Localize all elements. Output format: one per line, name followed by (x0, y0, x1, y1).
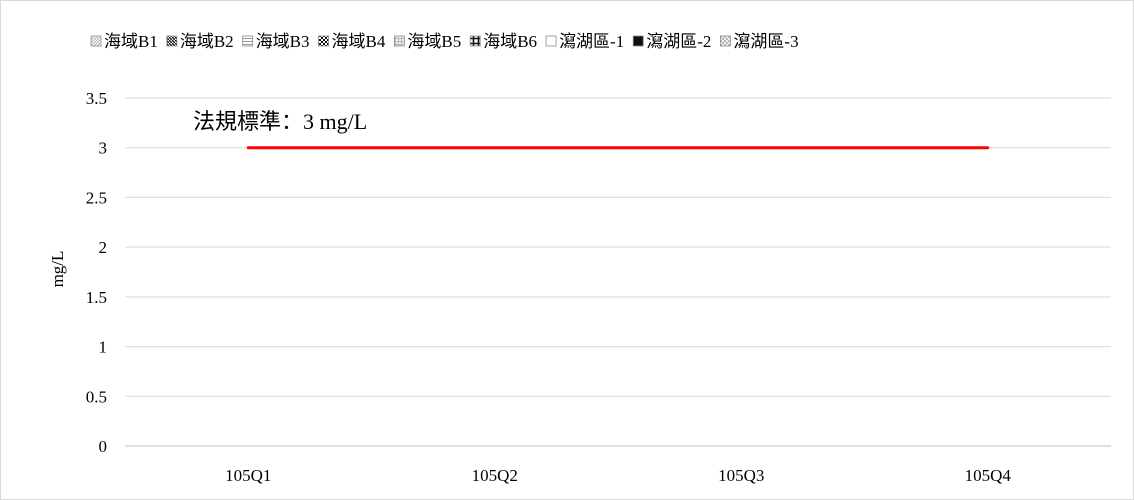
x-tick-label: 105Q3 (718, 466, 764, 485)
y-axis-title: mg/L (48, 251, 67, 288)
chart-legend: 海域B1 海域B2 海域B3 海域B4 海域B5 海域B6 瀉湖區-1 瀉湖區-2 瀉湖區-3 (90, 32, 799, 51)
legend-item: 海域B2 (166, 32, 234, 51)
legend-label: 海域B4 (332, 32, 386, 51)
legend-swatch (469, 35, 481, 47)
legend-swatch (242, 35, 254, 47)
legend-swatch (545, 35, 557, 47)
legend-label: 瀉湖區-2 (646, 32, 711, 51)
legend-label: 海域B1 (104, 32, 158, 51)
y-tick-label: 2 (99, 238, 108, 257)
legend-swatch (166, 35, 178, 47)
y-tick-label: 0.5 (86, 387, 107, 406)
legend-swatch (393, 35, 405, 47)
legend-label: 海域B6 (483, 32, 537, 51)
x-axis-ticks: 105Q1 105Q2 105Q3 105Q4 (225, 466, 1011, 485)
y-tick-label: 1.5 (86, 288, 107, 307)
gridlines (125, 97, 1111, 447)
legend-swatch (632, 35, 644, 47)
legend-item: 海域B5 (393, 32, 461, 51)
x-tick-label: 105Q4 (965, 466, 1012, 485)
legend-label: 海域B3 (256, 32, 310, 51)
legend-item: 瀉湖區-1 (545, 32, 624, 51)
legend-label: 海域B2 (180, 32, 234, 51)
y-tick-label: 3.5 (86, 89, 107, 108)
y-tick-label: 1 (99, 338, 108, 357)
y-axis-ticks: 0 0.5 1 1.5 2 2.5 3 3.5 (86, 89, 107, 456)
y-tick-label: 0 (99, 437, 108, 456)
legend-item: 海域B1 (90, 32, 158, 51)
legend-item: 海域B4 (318, 32, 386, 51)
legend-swatch (318, 35, 329, 47)
x-tick-label: 105Q1 (225, 466, 271, 485)
legend-swatch (720, 35, 731, 47)
y-tick-label: 2.5 (86, 188, 107, 207)
legend-label: 海域B5 (407, 32, 461, 51)
legend-item: 海域B3 (242, 32, 310, 51)
legend-item: 瀉湖區-2 (632, 32, 711, 51)
x-tick-label: 105Q2 (472, 466, 518, 485)
y-tick-label: 3 (99, 139, 108, 158)
legend-swatch (90, 35, 102, 47)
legend-item: 瀉湖區-3 (720, 32, 799, 51)
legend-item: 海域B6 (469, 32, 537, 51)
regulatory-standard-annotation: 法規標準：3 mg/L (193, 109, 367, 134)
legend-label: 瀉湖區-1 (559, 32, 624, 51)
legend-label: 瀉湖區-3 (733, 32, 798, 51)
